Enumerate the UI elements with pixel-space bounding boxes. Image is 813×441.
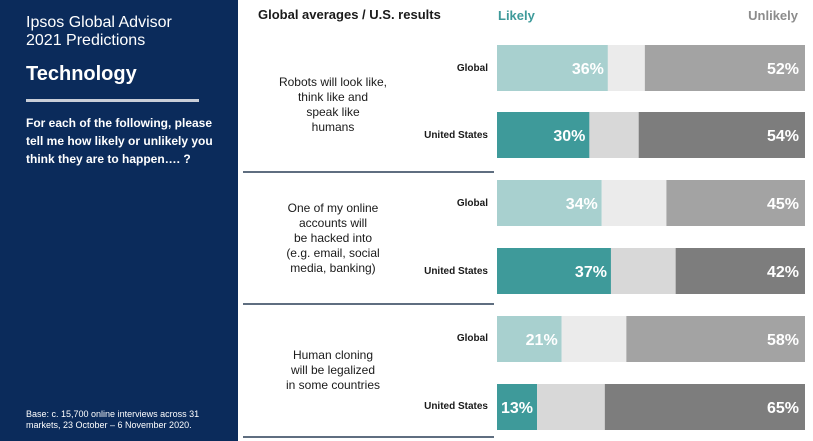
topic-line: think like and [297,90,369,104]
bar-middle [561,316,627,362]
bar-unlikely [666,180,805,226]
topic-heading: Technology [26,63,137,85]
bar-unlikely [638,112,805,158]
likely-value-label: 13% [501,400,533,417]
likely-value-label: 36% [572,61,604,78]
chart-header: Global averages / U.S. results [258,7,441,22]
topic-line: media, banking) [290,261,376,275]
unlikely-value-label: 42% [767,264,799,281]
legend-likely: Likely [498,8,535,23]
row-label-global: Global [456,198,488,209]
bar-middle [607,45,645,91]
brand-line-1: Ipsos Global Advisor [26,14,172,31]
bar-middle [589,112,639,158]
bar-unlikely [675,248,805,294]
topic-line: humans [311,120,355,134]
group-topic-robots: Robots will look like, think like and sp… [258,75,408,135]
unlikely-value-label: 45% [767,196,799,213]
bar-middle [610,248,676,294]
legend-unlikely: Unlikely [748,8,798,23]
bar-middle [601,180,667,226]
row-label-global: Global [456,333,488,344]
group-divider [243,171,494,173]
bar-middle [537,384,605,430]
bar-likely [497,112,590,158]
topic-line: (e.g. email, social [286,246,380,260]
unlikely-value-label: 52% [767,61,799,78]
bar-likely [497,384,538,430]
bar-unlikely [604,384,805,430]
brand-title: Ipsos Global Advisor 2021 Predictions [26,14,172,50]
unlikely-value-label: 65% [767,400,799,417]
brand-line-2: 2021 Predictions [26,32,146,49]
topic-line: One of my online [287,201,379,215]
topic-line: in some countries [285,378,381,392]
bar-unlikely [644,45,805,91]
row-label-us: United States [424,401,488,412]
base-note: Base: c. 15,700 online interviews across… [26,409,200,430]
topic-line: Human cloning [292,348,374,362]
row-label-us: United States [424,266,488,277]
bar-likely [497,248,611,294]
bar-likely [497,180,602,226]
row-label-global: Global [456,63,488,74]
group-topic-cloning: Human cloning will be legalized in some … [258,348,408,393]
likely-value-label: 21% [526,332,558,349]
unlikely-value-label: 54% [767,128,799,145]
topic-line: accounts will [298,216,368,230]
group-divider [243,436,494,438]
topic-line: speak like [306,105,360,119]
topic-line: Robots will look like, [278,75,388,89]
bar-unlikely [626,316,805,362]
group-divider [243,303,494,305]
likely-value-label: 37% [575,264,607,281]
row-label-us: United States [424,130,488,141]
likely-value-label: 34% [566,196,598,213]
bar-likely [497,45,608,91]
topic-line: will be legalized [290,363,376,377]
sidebar: Ipsos Global Advisor 2021 Predictions Te… [0,0,238,441]
group-topic-hacked: One of my online accounts will be hacked… [258,201,408,276]
unlikely-value-label: 58% [767,332,799,349]
bar-likely [497,316,562,362]
question-text: For each of the following, please tell m… [26,116,213,166]
sidebar-divider [26,99,199,102]
likely-value-label: 30% [553,128,585,145]
topic-line: be hacked into [293,231,373,245]
